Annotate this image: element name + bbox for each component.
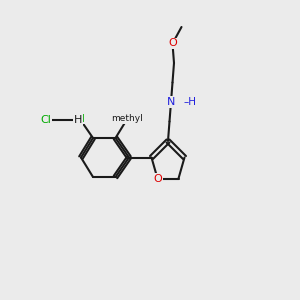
Text: H: H (74, 115, 82, 125)
Text: N: N (167, 97, 175, 107)
Text: Cl: Cl (74, 113, 85, 124)
Text: O: O (168, 38, 177, 49)
Text: –H: –H (184, 97, 196, 107)
Text: O: O (153, 173, 162, 184)
Text: Cl: Cl (40, 115, 51, 125)
Text: methyl: methyl (112, 114, 143, 123)
